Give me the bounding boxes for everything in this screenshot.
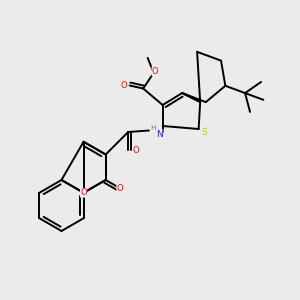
Text: O: O [117, 184, 123, 193]
Text: H: H [150, 125, 155, 131]
Text: O: O [132, 146, 139, 154]
Text: S: S [202, 128, 208, 137]
Text: N: N [156, 130, 163, 139]
Text: O: O [121, 81, 128, 90]
Text: O: O [152, 67, 158, 76]
Text: O: O [80, 188, 87, 197]
